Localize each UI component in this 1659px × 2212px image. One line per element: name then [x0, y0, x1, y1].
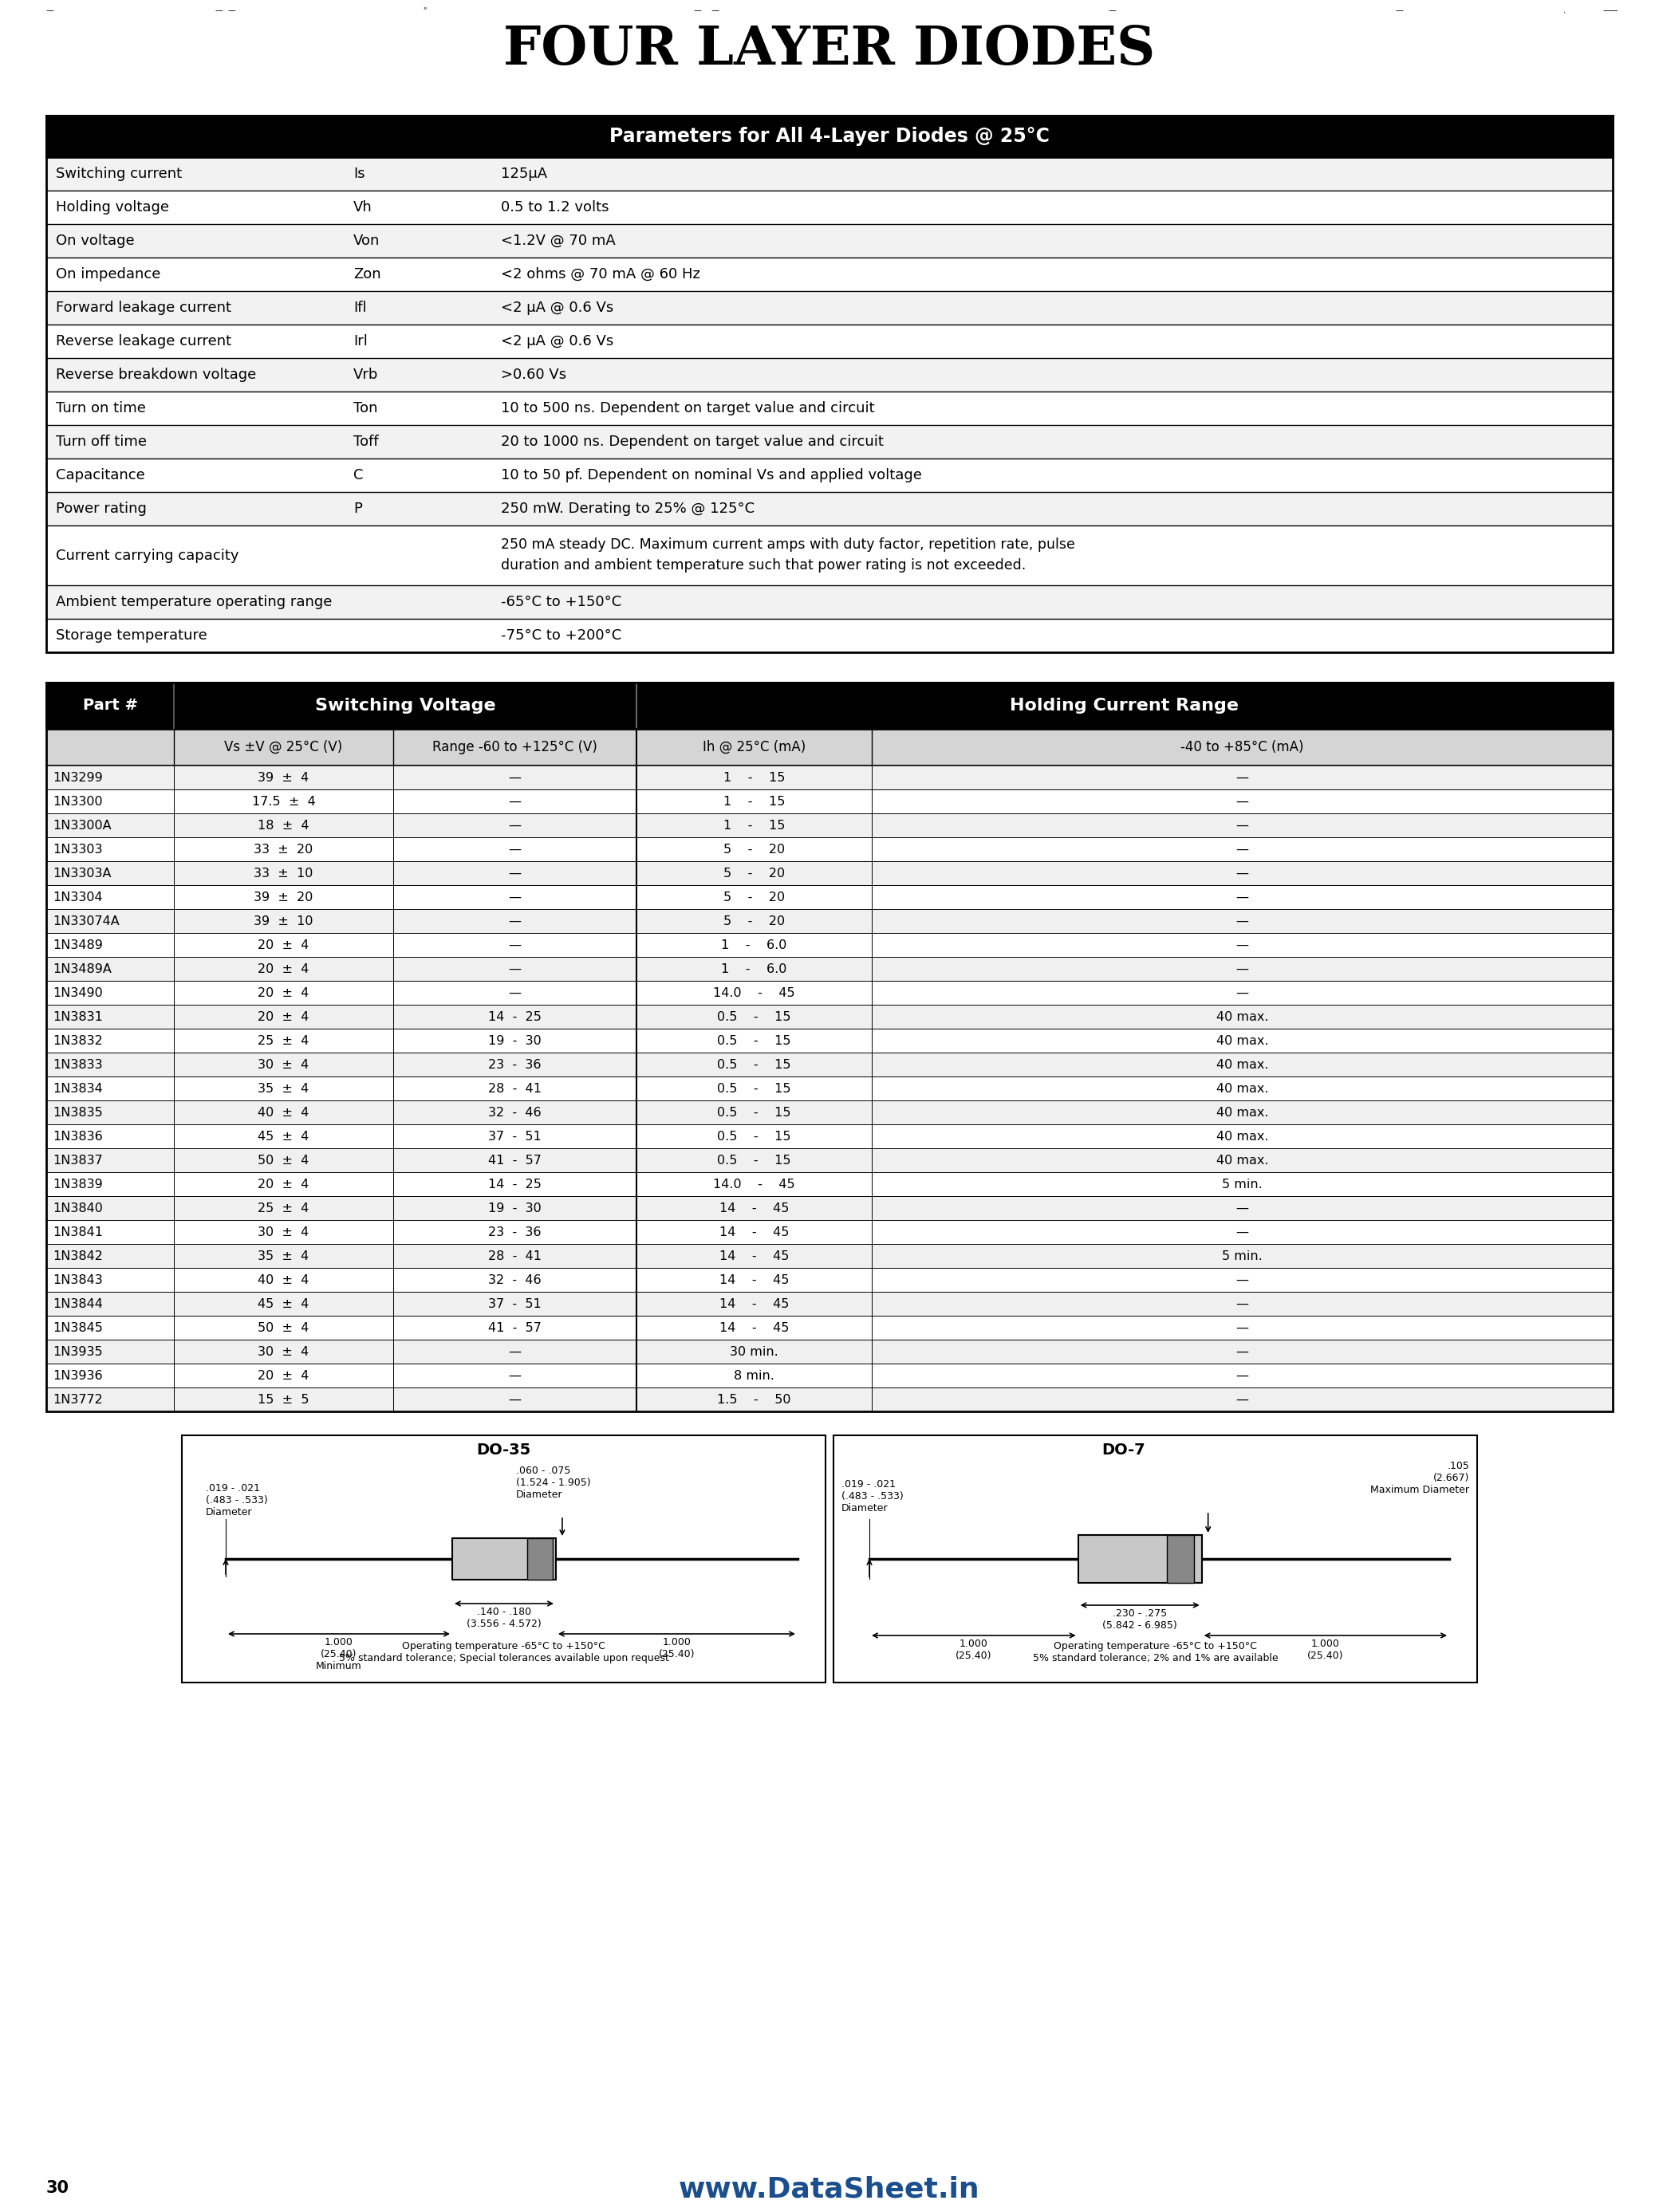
Text: 1N3772: 1N3772 — [53, 1394, 103, 1405]
Text: 0.5    -    15: 0.5 - 15 — [717, 1155, 791, 1166]
Bar — [46, 1124, 1613, 1148]
Text: 5    -    20: 5 - 20 — [723, 916, 785, 927]
Text: Ih @ 25°C (mA): Ih @ 25°C (mA) — [702, 741, 806, 754]
Text: 19  -  30: 19 - 30 — [488, 1201, 541, 1214]
Text: 40  ±  4: 40 ± 4 — [257, 1274, 309, 1285]
Text: .019 - .021
(.483 - .533)
Diameter: .019 - .021 (.483 - .533) Diameter — [841, 1480, 904, 1513]
Bar — [46, 1363, 1613, 1387]
Text: —: — — [508, 772, 521, 783]
Text: —: — — [1236, 818, 1249, 832]
Bar — [46, 1172, 1613, 1197]
Text: ——: —— — [1603, 7, 1619, 13]
Bar — [46, 958, 1613, 980]
Text: Turn off time: Turn off time — [56, 434, 146, 449]
Bar — [46, 1387, 1613, 1411]
Text: —: — — [1236, 938, 1249, 951]
Bar — [46, 115, 1613, 653]
Text: 5 min.: 5 min. — [1223, 1250, 1262, 1261]
Text: .060 - .075
(1.524 - 1.905)
Diameter: .060 - .075 (1.524 - 1.905) Diameter — [516, 1467, 591, 1500]
Bar — [46, 586, 1613, 619]
Bar — [46, 1243, 1613, 1267]
Bar — [46, 458, 1613, 491]
Text: —    —: — — — [693, 7, 720, 13]
Bar — [46, 933, 1613, 958]
Text: —: — — [1236, 1225, 1249, 1239]
Text: 1    -    15: 1 - 15 — [723, 772, 785, 783]
Text: >0.60 Vs: >0.60 Vs — [501, 367, 566, 383]
Bar — [46, 491, 1613, 526]
Bar — [46, 728, 1613, 765]
Text: —  —: — — — [216, 7, 236, 13]
Bar — [46, 980, 1613, 1004]
Text: —: — — [1236, 1369, 1249, 1382]
Text: 1N3844: 1N3844 — [53, 1298, 103, 1310]
Text: DO-7: DO-7 — [1102, 1442, 1145, 1458]
Text: Reverse breakdown voltage: Reverse breakdown voltage — [56, 367, 255, 383]
Text: Zon: Zon — [353, 268, 382, 281]
Bar — [46, 1053, 1613, 1077]
Bar — [46, 1004, 1613, 1029]
Text: 1N3304: 1N3304 — [53, 891, 103, 902]
Text: 35  ±  4: 35 ± 4 — [257, 1250, 309, 1261]
Text: Ambient temperature operating range: Ambient temperature operating range — [56, 595, 332, 608]
Text: 20  ±  4: 20 ± 4 — [257, 987, 309, 1000]
Bar — [46, 909, 1613, 933]
Text: 1.000
(25.40): 1.000 (25.40) — [956, 1639, 992, 1661]
Bar — [46, 860, 1613, 885]
Text: —: — — [1236, 1298, 1249, 1310]
Text: —: — — [1236, 796, 1249, 807]
Text: 39  ±  20: 39 ± 20 — [254, 891, 314, 902]
Text: Ton: Ton — [353, 400, 378, 416]
Text: .140 - .180
(3.556 - 4.572): .140 - .180 (3.556 - 4.572) — [466, 1606, 541, 1628]
Bar — [46, 157, 1613, 190]
Text: 1.000
(25.40): 1.000 (25.40) — [659, 1637, 695, 1659]
Text: 41  -  57: 41 - 57 — [488, 1323, 541, 1334]
Text: 1N3936: 1N3936 — [53, 1369, 103, 1382]
Text: 1N3833: 1N3833 — [53, 1060, 103, 1071]
Text: 35  ±  4: 35 ± 4 — [257, 1082, 309, 1095]
Text: .: . — [1563, 7, 1566, 13]
Text: Capacitance: Capacitance — [56, 469, 144, 482]
Text: —: — — [1236, 962, 1249, 975]
Text: 1N3490: 1N3490 — [53, 987, 103, 1000]
Bar — [46, 684, 1613, 728]
Bar — [46, 1221, 1613, 1243]
Text: 10 to 500 ns. Dependent on target value and circuit: 10 to 500 ns. Dependent on target value … — [501, 400, 874, 416]
Text: -75°C to +200°C: -75°C to +200°C — [501, 628, 622, 644]
Text: —: — — [1395, 7, 1404, 13]
Text: —: — — [508, 1394, 521, 1405]
Text: —: — — [1236, 1394, 1249, 1405]
Text: 50  ±  4: 50 ± 4 — [257, 1323, 309, 1334]
Bar — [46, 190, 1613, 223]
Text: —: — — [508, 938, 521, 951]
Text: Current carrying capacity: Current carrying capacity — [56, 549, 239, 562]
Text: —: — — [508, 1369, 521, 1382]
Text: 1N3832: 1N3832 — [53, 1035, 103, 1046]
Text: ": " — [423, 7, 426, 13]
Text: 14    -    45: 14 - 45 — [720, 1323, 790, 1334]
Text: 30  ±  4: 30 ± 4 — [257, 1345, 309, 1358]
Text: 125μA: 125μA — [501, 166, 547, 181]
Text: On voltage: On voltage — [56, 234, 134, 248]
Text: 14.0    -    45: 14.0 - 45 — [713, 1179, 795, 1190]
Text: 1N3935: 1N3935 — [53, 1345, 103, 1358]
Text: 5    -    20: 5 - 20 — [723, 867, 785, 878]
Text: 19  -  30: 19 - 30 — [488, 1035, 541, 1046]
Text: —: — — [508, 818, 521, 832]
Text: 30: 30 — [46, 2181, 70, 2197]
Text: 14    -    45: 14 - 45 — [720, 1225, 790, 1239]
Bar — [453, 1537, 556, 1579]
Text: 250 mW. Derating to 25% @ 125°C: 250 mW. Derating to 25% @ 125°C — [501, 502, 755, 515]
Text: 5 min.: 5 min. — [1223, 1179, 1262, 1190]
Text: 1N3299: 1N3299 — [53, 772, 103, 783]
Bar — [46, 425, 1613, 458]
Text: .105
(2.667)
Maximum Diameter: .105 (2.667) Maximum Diameter — [1370, 1460, 1470, 1495]
Text: —: — — [508, 987, 521, 1000]
Text: 0.5    -    15: 0.5 - 15 — [717, 1011, 791, 1022]
Text: 17.5  ±  4: 17.5 ± 4 — [252, 796, 315, 807]
Text: 45  ±  4: 45 ± 4 — [257, 1298, 309, 1310]
Text: 45  ±  4: 45 ± 4 — [257, 1130, 309, 1141]
Text: 28  -  41: 28 - 41 — [488, 1082, 541, 1095]
Text: C: C — [353, 469, 363, 482]
Text: —: — — [508, 843, 521, 856]
